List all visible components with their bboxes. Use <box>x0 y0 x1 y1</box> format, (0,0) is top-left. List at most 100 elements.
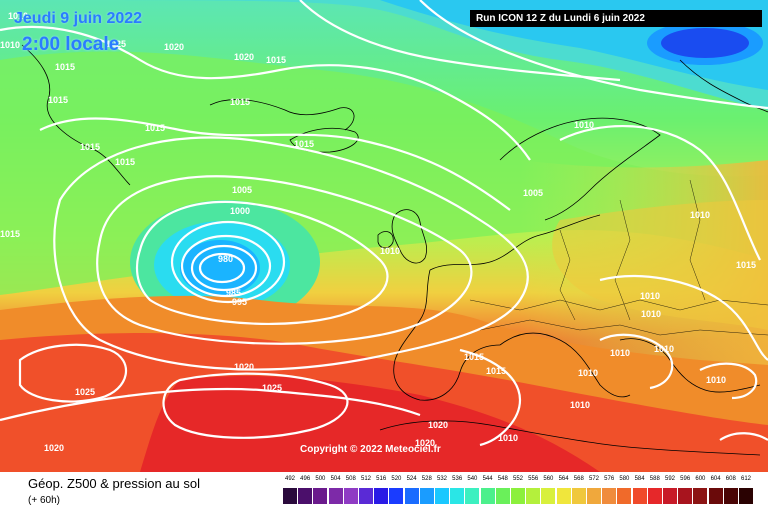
scale-swatch <box>480 488 495 504</box>
scale-swatch <box>419 488 434 504</box>
isobar-995 <box>170 220 286 304</box>
isobar-label: 1015 <box>486 366 506 376</box>
isobar-1010 <box>53 136 529 371</box>
scale-swatch <box>663 488 677 504</box>
product-label: Géop. Z500 & pression au sol <box>28 476 200 491</box>
isobar-label: 980 <box>218 254 233 264</box>
scale-swatch <box>526 488 541 504</box>
isobar-label: 1015 <box>48 95 68 105</box>
scale-tick-label: 572 <box>588 476 599 482</box>
isobar-label: 1020 <box>164 42 184 52</box>
isobar-label: 1015 <box>55 62 75 72</box>
scale-tick-label: 580 <box>619 476 630 482</box>
scale-swatch <box>465 488 480 504</box>
iceland-north-coast <box>209 99 355 131</box>
isobar-label: 1005 <box>523 188 543 198</box>
isobar-980 <box>198 252 246 284</box>
isobar-label: 1010 <box>574 120 594 130</box>
z500-pressure-map: 1010 1015 1020 1025 1005 1000 995 985 98… <box>0 0 768 472</box>
isobar-label: 1010 <box>498 433 518 443</box>
isobar-labels: 1010 1015 1020 1025 1005 1000 995 985 98… <box>0 11 756 453</box>
scale-swatch <box>723 488 738 504</box>
scale-tick-label: 584 <box>634 476 645 482</box>
scale-swatch <box>587 488 601 504</box>
scale-tick-label: 536 <box>452 476 463 482</box>
isobar-label: 1015 <box>464 352 484 362</box>
border-line-2 <box>479 319 768 336</box>
scale-tick-label: 556 <box>528 476 539 482</box>
scale-swatch <box>693 488 708 504</box>
scale-swatch <box>602 488 617 504</box>
isobar-1020-south <box>0 387 421 422</box>
isobar-label: 1010 <box>8 11 28 21</box>
scale-swatch <box>678 488 693 504</box>
scale-swatch <box>374 488 389 504</box>
scale-swatch <box>739 488 753 504</box>
scale-swatch <box>298 488 313 504</box>
scale-tick-label: 504 <box>330 476 341 482</box>
scale-tick-label: 564 <box>558 476 569 482</box>
scale-tick-label: 552 <box>512 476 523 482</box>
isobar-label: 1010 <box>0 40 20 50</box>
scale-tick-label: 512 <box>360 476 371 482</box>
isobars <box>0 0 768 445</box>
isobar-label: 1015 <box>115 157 135 167</box>
isobar-label: 1010 <box>570 400 590 410</box>
scale-tick-label: 568 <box>573 476 584 482</box>
greenland-coast <box>21 44 131 186</box>
scale-tick-label: 600 <box>695 476 706 482</box>
scale-tick-label: 528 <box>421 476 432 482</box>
scale-tick-label: 604 <box>710 476 721 482</box>
isobar-1015-iberia <box>459 348 522 447</box>
isobar-label: 1015 <box>736 260 756 270</box>
scale-tick-label: 560 <box>543 476 554 482</box>
model-run-banner: Run ICON 12 Z du Lundi 6 juin 2022 <box>470 10 762 27</box>
isobar-label: 1025 <box>262 383 282 393</box>
isobar-label: 1010 <box>610 348 630 358</box>
france-iberia-coast <box>393 269 501 401</box>
isobar-1005 <box>96 175 473 345</box>
border-line-5 <box>689 179 706 301</box>
isobar-label: 1025 <box>75 387 95 397</box>
scale-tick-label: 596 <box>680 476 691 482</box>
scale-swatch <box>556 488 571 504</box>
scale-swatch <box>632 488 647 504</box>
isobar-label: 1010 <box>706 375 726 385</box>
scale-tick-label: 524 <box>406 476 417 482</box>
scale-tick-label: 540 <box>467 476 478 482</box>
scale-tick-label: 520 <box>391 476 402 482</box>
isobar-1010-east <box>559 124 761 261</box>
arctic-coast <box>679 59 768 113</box>
isobar-label: 995 <box>232 297 247 307</box>
scale-swatch <box>708 488 723 504</box>
isobar-1015-east <box>599 274 768 361</box>
map-canvas: 1010 1015 1020 1025 1005 1000 995 985 98… <box>0 0 768 472</box>
italy-coast <box>499 332 631 398</box>
isobar-label: 1005 <box>232 185 252 195</box>
isobar-label: 1020 <box>234 362 254 372</box>
isobar-label: 1010 <box>380 246 400 256</box>
legend-footer: Géop. Z500 & pression au sol (+ 60h) 492… <box>0 472 768 512</box>
isobar-1000 <box>135 200 389 326</box>
isobar-label: 1015 <box>294 139 314 149</box>
isobar-1010-italy <box>599 333 674 390</box>
scale-swatch <box>495 488 510 504</box>
forecast-date: Jeudi 9 juin 2022 <box>14 10 143 27</box>
scale-tick-label: 548 <box>497 476 508 482</box>
ireland-coast <box>377 231 394 249</box>
isobar-1010-greece <box>699 362 758 400</box>
coastlines <box>21 44 768 456</box>
britain-coast <box>391 209 428 264</box>
scale-tick-label: 532 <box>436 476 447 482</box>
isobar-1010-arctic <box>419 0 768 110</box>
north-africa-coast <box>379 420 761 456</box>
z500-polar-low-core <box>661 28 749 58</box>
scale-swatch <box>617 488 632 504</box>
north-europe-coast <box>429 214 601 271</box>
scale-tick-label: 500 <box>315 476 326 482</box>
scale-swatch <box>571 488 586 504</box>
scale-tick-label: 608 <box>725 476 736 482</box>
balkans-coast <box>619 338 761 393</box>
isobar-1015-north <box>39 117 511 211</box>
scale-swatch <box>404 488 419 504</box>
